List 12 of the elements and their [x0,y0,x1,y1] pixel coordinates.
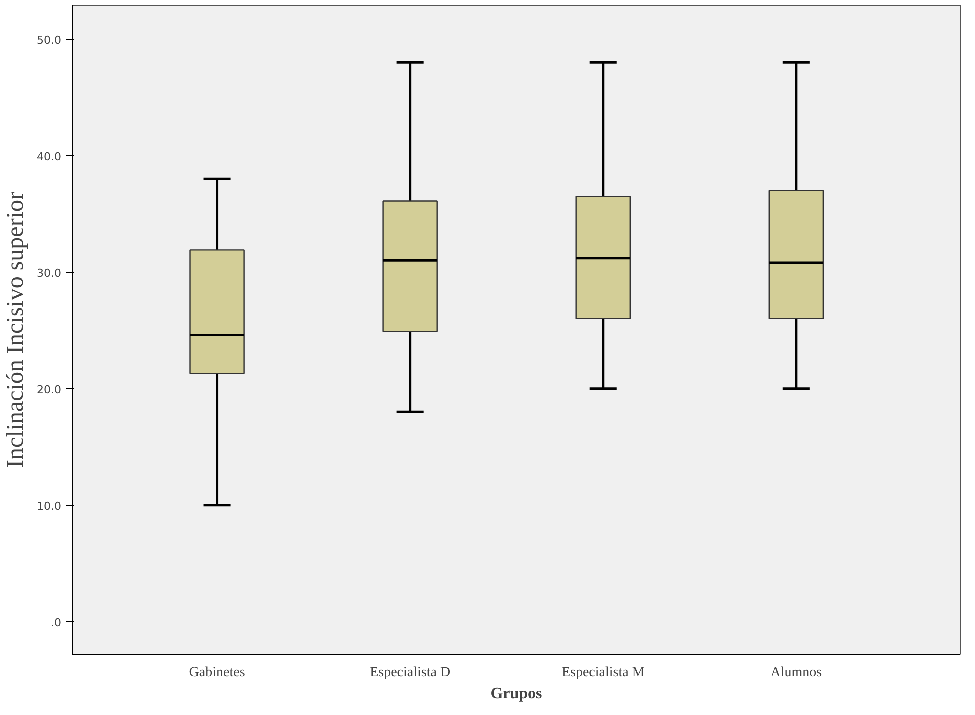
x-tick-label: Gabinetes [189,666,246,680]
x-tick-label: Especialista M [562,666,646,680]
y-tick-label: 30.0 [37,266,62,280]
y-tick-label: 50.0 [37,34,62,47]
x-axis-title: Grupos [490,686,542,702]
y-tick-label: .0 [51,616,62,630]
y-tick-label: 10.0 [37,500,62,513]
y-tick-label: 40.0 [37,150,62,164]
x-tick-label: Alumnos [770,666,822,680]
y-axis-title: Inclinación Incisivo superior [3,192,30,468]
x-tick-label: Especialista D [370,666,451,680]
y-tick-label: 20.0 [37,383,62,396]
